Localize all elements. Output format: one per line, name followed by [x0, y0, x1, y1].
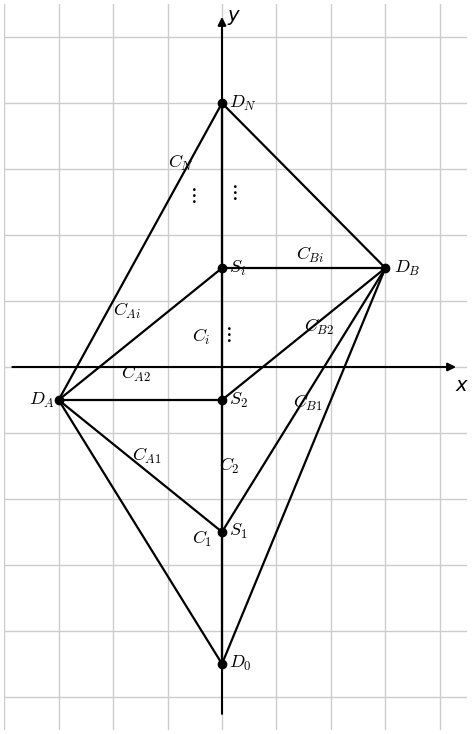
- Text: $C_1$: $C_1$: [192, 528, 212, 548]
- Text: $C_2$: $C_2$: [219, 456, 240, 476]
- Text: $\vdots$: $\vdots$: [188, 186, 196, 206]
- Text: $D_0$: $D_0$: [228, 654, 251, 673]
- Text: $D_B$: $D_B$: [393, 258, 420, 277]
- Text: $C_{B1}$: $C_{B1}$: [293, 393, 323, 413]
- Text: $y$: $y$: [227, 8, 241, 27]
- Text: $C_{Ai}$: $C_{Ai}$: [113, 301, 141, 321]
- Text: $S_i$: $S_i$: [228, 258, 246, 277]
- Text: $D_N$: $D_N$: [228, 94, 256, 112]
- Text: $\vdots$: $\vdots$: [228, 182, 237, 202]
- Text: $S_2$: $S_2$: [228, 390, 247, 410]
- Text: $S_1$: $S_1$: [228, 523, 247, 542]
- Text: $C_{A2}$: $C_{A2}$: [121, 363, 151, 384]
- Text: $\vdots$: $\vdots$: [223, 324, 232, 344]
- Text: $D_A$: $D_A$: [28, 390, 55, 410]
- Text: $C_i$: $C_i$: [192, 327, 211, 347]
- Text: $C_N$: $C_N$: [167, 153, 193, 172]
- Text: $x$: $x$: [455, 376, 469, 395]
- Text: $C_{B2}$: $C_{B2}$: [304, 317, 334, 338]
- Text: $C_{A1}$: $C_{A1}$: [132, 446, 162, 466]
- Text: $C_{Bi}$: $C_{Bi}$: [295, 245, 324, 265]
